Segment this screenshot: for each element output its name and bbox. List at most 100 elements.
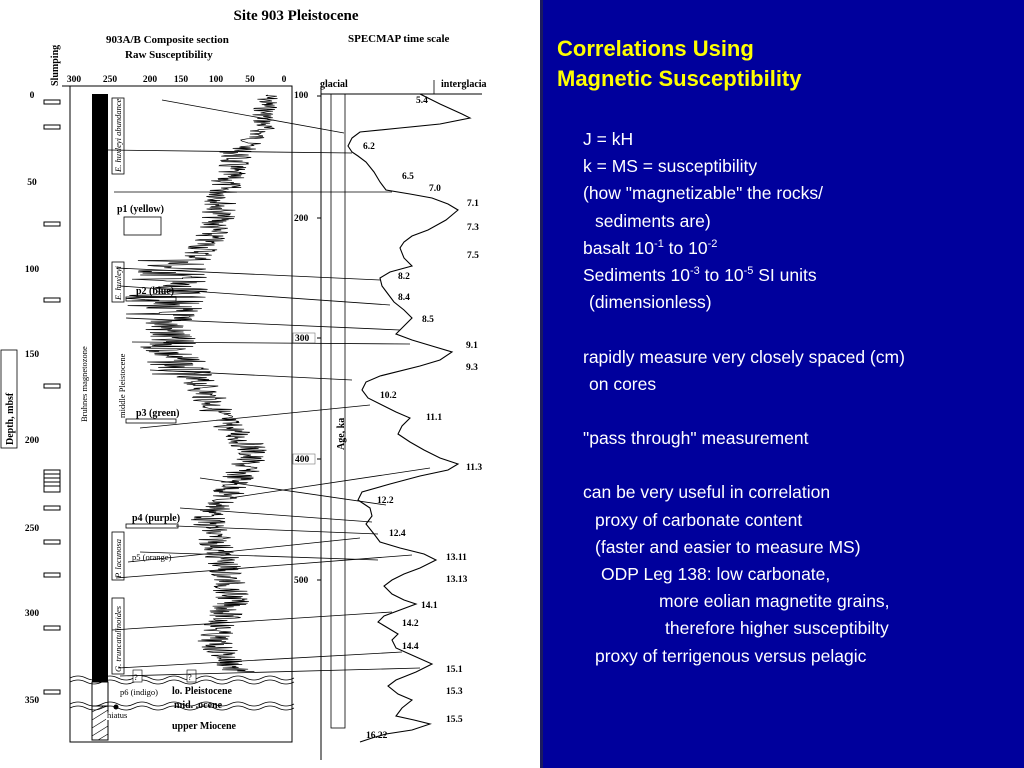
exponent: -1	[654, 237, 664, 250]
correlation-line	[117, 651, 403, 669]
body-line: proxy of carbonate content	[583, 507, 905, 534]
body-text: (dimensionless)	[589, 292, 712, 313]
magnetozone-label: Bruhnes magnetozone	[79, 346, 89, 422]
correlation-line	[119, 285, 391, 306]
isotope-stage-label: 8.2	[398, 272, 410, 282]
sample-p5: p5 (orange)	[132, 552, 172, 562]
body-text: J = kH	[583, 129, 634, 149]
age-tick-500: 500	[294, 576, 309, 586]
correlation-line	[119, 667, 421, 677]
slide-title: Correlations Using Magnetic Susceptibili…	[557, 34, 802, 94]
sample-p1: p1 (yellow)	[117, 204, 164, 215]
body-text: Sediments 10	[583, 264, 691, 285]
left-header-line2: Raw Susceptibility	[125, 49, 213, 61]
body-line: (how "magnetizable" the rocks/	[583, 180, 905, 207]
isotope-stage-label: 15.3	[446, 687, 463, 697]
isotope-stage-label: 12.4	[389, 529, 406, 539]
correlation-line	[139, 404, 371, 429]
ms-tick-150: 150	[174, 75, 189, 85]
body-line: can be very useful in correlation	[583, 479, 905, 506]
age-axis-label: Age, ka	[336, 418, 347, 450]
depth-axis-label: Depth, mbsf	[5, 392, 16, 445]
depth-tick-50: 50	[27, 178, 37, 188]
isotope-stage-label: 14.4	[402, 642, 419, 652]
boundary-upper-miocene: upper Miocene	[172, 721, 237, 732]
boundary-mid-ocene: mid. .ocene	[174, 700, 223, 711]
isotope-stage-label: 10.2	[380, 391, 397, 401]
slide-body: J = kH k = MS = susceptibility (how "magne…	[583, 126, 905, 670]
biostrat-label-1: E. huxleyi abundance	[113, 98, 123, 173]
sample-p2: p2 (blue)	[136, 286, 174, 297]
age-tick-400: 400	[295, 455, 310, 465]
figure-title: Site 903 Pleistocene	[234, 8, 359, 24]
isotope-stage-label: 7.0	[429, 184, 441, 194]
age-tick-300: 300	[295, 334, 310, 344]
sample-p3: p3 (green)	[136, 408, 179, 419]
isotope-stage-label: 7.3	[467, 223, 479, 233]
body-line: ODP Leg 138: low carbonate,	[583, 561, 905, 588]
body-line: basalt 10-1 to 10-2	[583, 235, 905, 262]
body-text: to 10	[663, 237, 708, 258]
isotope-stage-label: 15.5	[446, 715, 463, 725]
correlation-line	[115, 554, 413, 579]
body-text: to 10	[699, 264, 744, 285]
ms-tick-200: 200	[143, 75, 158, 85]
panel-divider	[540, 0, 543, 768]
body-line: proxy of terrigenous versus pelagic	[583, 643, 905, 670]
ms-tick-250: 250	[103, 75, 118, 85]
biostrat-label-3: P. lacunosa	[113, 539, 123, 579]
question-mark-1: ?	[134, 672, 138, 682]
boundary-lo-pleistocene: lo. Pleistocene	[172, 686, 233, 697]
correlation-line	[139, 551, 379, 561]
body-line: on cores	[583, 371, 905, 398]
ms-plot-frame	[69, 85, 293, 743]
exponent: -5	[743, 265, 754, 278]
body-line: (dimensionless)	[583, 289, 905, 316]
depth-axis: 0 50 100 150 200 250 300 350 Depth, mbsf	[0, 91, 40, 706]
lower-boundaries	[69, 675, 295, 711]
isotope-stage-label: 14.2	[402, 619, 419, 629]
body-line: k = MS = susceptibility	[583, 153, 905, 180]
body-line: "pass through" measurement	[583, 425, 905, 452]
magnetozone-bar	[92, 94, 108, 682]
isotope-stage-label: 9.3	[466, 363, 478, 373]
body-text: proxy of terrigenous versus pelagic	[595, 645, 867, 666]
body-text: (how "magnetizable" the rocks/	[583, 183, 824, 204]
correlation-line	[107, 149, 353, 154]
body-text: can be very useful in correlation	[583, 482, 831, 503]
body-text: k = MS = susceptibility	[583, 156, 758, 177]
body-line: (faster and easier to measure MS)	[583, 534, 905, 561]
age-tick-200: 200	[294, 214, 309, 224]
body-text: "pass through" measurement	[583, 428, 809, 449]
correlation-line	[229, 467, 431, 499]
ms-trace	[125, 94, 278, 672]
correlation-line	[111, 611, 393, 631]
depth-tick-0: 0	[30, 91, 35, 101]
body-line: rapidly measure very closely spaced (cm)	[583, 344, 905, 371]
depth-tick-200: 200	[25, 436, 40, 446]
depth-tick-250: 250	[25, 524, 40, 534]
isotope-stage-label: 8.4	[398, 293, 410, 303]
body-text: proxy of carbonate content	[595, 509, 803, 530]
body-line: therefore higher susceptibilty	[583, 615, 905, 642]
isotope-stage-label: 7.5	[467, 251, 479, 261]
body-text: basalt 10	[583, 237, 655, 258]
body-text: rapidly measure very closely spaced (cm)	[583, 346, 905, 367]
isotope-stage-label: 5.4	[416, 96, 428, 106]
correlation-line	[179, 507, 373, 523]
body-text: ODP Leg 138: low carbonate,	[601, 564, 831, 584]
correlation-line	[125, 317, 401, 331]
correlation-line	[149, 369, 353, 381]
body-text: therefore higher susceptibilty	[665, 618, 889, 639]
isotope-stage-label: 13.13	[446, 575, 468, 585]
isotope-stage-label: 8.5	[422, 315, 434, 325]
right-header: SPECMAP time scale	[348, 33, 450, 45]
isotope-stage-label: 12.2	[377, 496, 394, 506]
age-tick-100: 100	[294, 91, 309, 101]
sample-p6: p6 (indigo)	[120, 687, 158, 697]
sample-p4: p4 (purple)	[132, 513, 180, 524]
isotope-stage-label: 6.2	[363, 142, 375, 152]
age-axis: 100 200 300 400 500 Age, ka glacial inte…	[292, 79, 487, 760]
exponent: -3	[690, 265, 700, 278]
isotope-stage-label: 15.1	[446, 665, 463, 675]
